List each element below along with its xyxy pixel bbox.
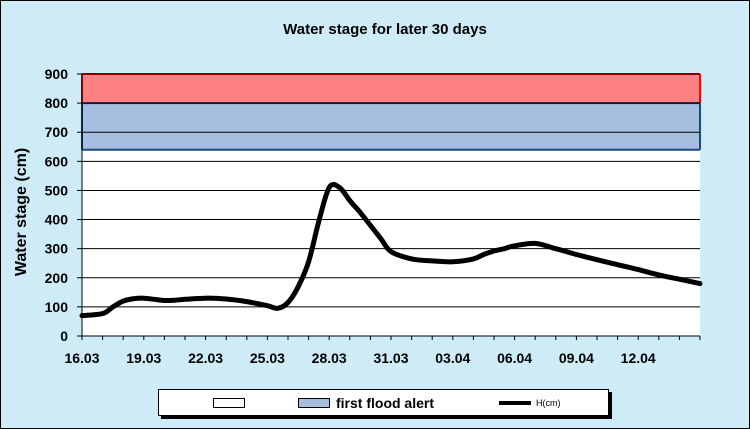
chart-title: Water stage for later 30 days (283, 21, 487, 38)
x-tick-label-31.03: 31.03 (373, 350, 408, 366)
legend-item-first-flood-alert: first flood alert (298, 390, 434, 415)
y-tick-label-900: 900 (45, 66, 69, 82)
x-tick-label-12.04: 12.04 (621, 350, 656, 366)
y-tick-label-600: 600 (45, 153, 69, 169)
legend-swatch-first-flood-alert (298, 397, 330, 408)
series-line-0 (79, 182, 703, 319)
y-axis-label: Water stage (cm) (13, 148, 30, 276)
x-tick-label-16.03: 16.03 (64, 350, 99, 366)
legend: first flood alert H(cm) (158, 389, 609, 416)
alert-band-1 (82, 103, 700, 150)
x-tick-label-19.03: 19.03 (126, 350, 161, 366)
legend-item-water-level: H(cm) (499, 390, 561, 415)
y-tick-label-0: 0 (60, 328, 68, 344)
legend-line-water-level (499, 400, 531, 405)
y-tick-label-800: 800 (45, 95, 69, 111)
x-tick-label-06.04: 06.04 (497, 350, 532, 366)
y-tick-label-300: 300 (45, 241, 69, 257)
x-tick-label-25.03: 25.03 (250, 350, 285, 366)
legend-swatch-danger-band (213, 397, 245, 408)
y-tick-label-700: 700 (45, 124, 69, 140)
legend-label-water-level: H(cm) (536, 397, 561, 408)
x-tick-label-03.04: 03.04 (435, 350, 470, 366)
alert-band-0 (82, 74, 700, 104)
y-tick-label-500: 500 (45, 182, 69, 198)
legend-label-first-flood-alert: first flood alert (336, 394, 435, 411)
y-tick-label-200: 200 (45, 270, 69, 286)
y-tick-label-400: 400 (45, 212, 69, 228)
y-tick-label-100: 100 (45, 299, 69, 315)
x-tick-label-09.04: 09.04 (559, 350, 594, 366)
x-tick-label-28.03: 28.03 (312, 350, 347, 366)
x-tick-label-22.03: 22.03 (188, 350, 223, 366)
legend-item-danger-band (213, 390, 251, 415)
